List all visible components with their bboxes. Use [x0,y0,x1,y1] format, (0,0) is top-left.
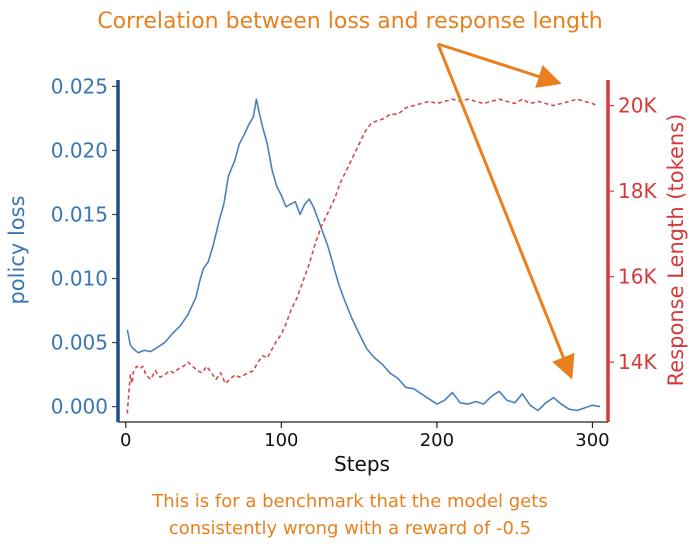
left-y-tick-label: 0.015 [51,202,108,226]
right-y-axis-label: Response Length (tokens) [664,114,688,387]
left-y-tick-label: 0.000 [51,395,108,419]
x-axis: 0 100 200 300 [120,422,610,451]
right-y-tick-label: 16K [618,265,657,289]
right-y-tick-label: 18K [618,179,657,203]
arrow-to-loss [436,43,575,380]
x-tick-label: 0 [120,430,131,451]
annotation-arrows [436,42,575,380]
arrow-to-length [437,42,562,88]
left-y-axis: 0.000 0.005 0.010 0.015 0.020 0.025 [51,74,118,419]
left-y-axis-label: policy loss [5,195,29,304]
left-y-tick-label: 0.010 [51,267,108,291]
x-axis-label: Steps [334,452,390,476]
right-y-tick-label: 14K [618,350,657,374]
x-tick-label: 200 [420,430,454,451]
x-tick-label: 300 [575,430,609,451]
annotation-line-2: consistently wrong with a reward of -0.5 [169,518,531,539]
policy-loss-line [126,98,601,412]
plot-area: 0 100 200 300 0.000 0.005 0.010 0.015 0.020 0.02… [51,74,658,451]
left-y-tick-label: 0.020 [51,138,108,162]
x-tick-label: 100 [264,430,298,451]
series-layer [126,98,601,414]
response-length-line [126,98,598,414]
chart-title: Correlation between loss and response le… [97,9,602,34]
annotation-line-1: This is for a benchmark that the model g… [151,491,547,512]
right-y-axis: 14K 16K 18K 20K [608,94,657,374]
left-y-tick-label: 0.005 [51,331,108,355]
right-y-tick-label: 20K [618,94,657,118]
left-y-tick-label: 0.025 [51,74,108,98]
